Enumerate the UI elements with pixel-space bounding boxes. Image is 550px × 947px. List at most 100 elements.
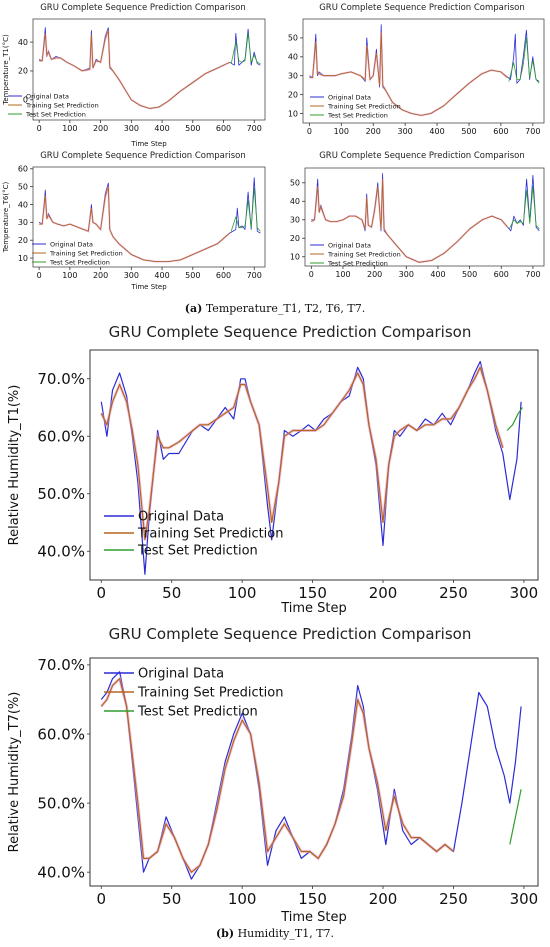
x-tick-label: 0 xyxy=(309,270,314,279)
x-tick-label: 500 xyxy=(185,271,200,280)
x-tick-label: 300 xyxy=(124,271,139,280)
legend-label: Training Set Prediction xyxy=(327,102,401,110)
x-tick-label: 600 xyxy=(493,127,508,136)
x-tick-label: 100 xyxy=(228,890,257,908)
y-tick-label: 50.0% xyxy=(37,485,85,503)
chart-temperature-t7: GRU Complete Sequence Prediction Compari… xyxy=(290,151,545,279)
series-test-set-prediction xyxy=(508,186,540,230)
x-tick-label: 200 xyxy=(93,271,108,280)
y-tick-label: 50 xyxy=(290,179,300,188)
y-tick-label: 0 xyxy=(23,96,28,105)
x-tick-label: 400 xyxy=(154,271,169,280)
series-test-set-prediction xyxy=(509,789,522,845)
chart-title: GRU Complete Sequence Prediction Compari… xyxy=(109,323,472,341)
y-tick-label: 60.0% xyxy=(37,725,85,743)
x-tick-label: 400 xyxy=(154,124,169,133)
plot-2: GRU Complete Sequence Prediction Compari… xyxy=(2,151,266,291)
y-axis-label: Temperature_T6(°C) xyxy=(2,182,10,254)
plot-5: GRU Complete Sequence Prediction Compari… xyxy=(7,625,539,925)
plot-frame xyxy=(304,167,545,267)
y-axis-label: Temperature_T1(°C) xyxy=(2,34,10,106)
y-tick-label: 70.0% xyxy=(37,370,85,388)
y-tick-label: 60.0% xyxy=(37,428,85,446)
legend-label: Original Data xyxy=(138,510,224,525)
x-tick-label: 300 xyxy=(398,127,413,136)
chart-title: GRU Complete Sequence Prediction Compari… xyxy=(40,151,246,161)
y-tick-label: 40.0% xyxy=(37,863,85,881)
x-tick-label: 100 xyxy=(62,271,77,280)
series-training-set-prediction xyxy=(100,366,504,541)
caption-b-text: Humidity_T1, T7. xyxy=(237,927,335,940)
y-axis-label: Relative Humidity_T1(%) xyxy=(7,385,22,546)
y-tick-label: 20 xyxy=(288,90,298,99)
series-test-set-prediction xyxy=(230,33,261,65)
x-tick-label: 50 xyxy=(162,890,181,908)
y-tick-label: 30 xyxy=(18,218,28,227)
x-tick-label: 100 xyxy=(335,270,350,279)
y-tick-label: 40.0% xyxy=(37,543,85,561)
y-tick-label: 10 xyxy=(288,109,298,118)
x-tick-label: 100 xyxy=(228,584,257,602)
y-tick-label: 10 xyxy=(290,253,300,262)
x-tick-label: 300 xyxy=(510,584,539,602)
caption-a-text: Temperature_T1, T2, T6, T7. xyxy=(205,302,366,315)
legend-label: Original Data xyxy=(26,92,69,100)
x-tick-label: 150 xyxy=(298,584,327,602)
legend-label: Training Set Prediction xyxy=(327,250,401,258)
legend-label: Test Set Prediction xyxy=(137,544,258,559)
x-tick-label: 0 xyxy=(307,127,312,136)
caption-a-tag: (a) xyxy=(184,302,203,315)
x-tick-label: 400 xyxy=(430,270,445,279)
plot-4: GRU Complete Sequence Prediction Compari… xyxy=(7,323,539,616)
chart-humidity-t1: GRU Complete Sequence Prediction Compari… xyxy=(7,323,539,616)
legend-label: Test Set Prediction xyxy=(137,705,258,720)
x-axis-label: Time Step xyxy=(130,140,167,148)
x-axis-label: Time Step xyxy=(130,283,167,291)
x-tick-label: 200 xyxy=(93,124,108,133)
x-tick-label: 700 xyxy=(247,124,262,133)
legend-label: Original Data xyxy=(328,93,371,101)
x-tick-label: 0 xyxy=(96,584,106,602)
plot-frame xyxy=(89,657,539,887)
y-tick-label: 50.0% xyxy=(37,794,85,812)
chart-temperature-t6: GRU Complete Sequence Prediction Compari… xyxy=(2,151,266,291)
legend-label: Original Data xyxy=(138,667,224,682)
x-tick-label: 400 xyxy=(429,127,444,136)
legend-label: Training Set Prediction xyxy=(25,101,99,109)
y-tick-label: 60 xyxy=(18,165,28,174)
legend-label: Test Set Prediction xyxy=(327,259,388,267)
chart-temperature-t2: GRU Complete Sequence Prediction Compari… xyxy=(288,3,545,136)
x-tick-label: 700 xyxy=(525,270,540,279)
y-tick-label: 70.0% xyxy=(37,656,85,674)
y-tick-label: 40 xyxy=(18,200,28,209)
x-axis-label: Time Step xyxy=(280,601,347,616)
series-test-set-prediction xyxy=(506,407,523,431)
x-tick-label: 500 xyxy=(185,124,200,133)
y-tick-label: 50 xyxy=(18,182,28,191)
legend-label: Test Set Prediction xyxy=(327,111,388,119)
x-tick-label: 100 xyxy=(62,124,77,133)
legend-label: Training Set Prediction xyxy=(137,527,284,542)
plot-1: GRU Complete Sequence Prediction Compari… xyxy=(288,3,545,136)
y-tick-label: 10 xyxy=(18,254,28,263)
x-tick-label: 600 xyxy=(494,270,509,279)
x-tick-label: 600 xyxy=(216,124,231,133)
x-tick-label: 300 xyxy=(124,124,139,133)
series-training-set-prediction xyxy=(309,31,508,116)
series-training-set-prediction xyxy=(39,30,230,109)
chart-temperature-t1: GRU Complete Sequence Prediction Compari… xyxy=(2,3,266,148)
x-tick-label: 150 xyxy=(298,890,327,908)
y-tick-label: 20 xyxy=(18,67,28,76)
y-tick-label: 40 xyxy=(290,197,300,206)
x-tick-label: 600 xyxy=(216,271,231,280)
chart-title: GRU Complete Sequence Prediction Compari… xyxy=(319,3,525,13)
x-tick-label: 300 xyxy=(399,270,414,279)
plot-frame xyxy=(302,18,545,124)
x-tick-label: 200 xyxy=(366,127,381,136)
series-original-data xyxy=(38,27,261,109)
x-tick-label: 200 xyxy=(369,584,398,602)
x-tick-label: 500 xyxy=(461,127,476,136)
x-tick-label: 0 xyxy=(37,124,42,133)
caption-b: (b) Humidity_T1, T7. xyxy=(0,927,550,940)
y-tick-label: 30 xyxy=(290,216,300,225)
